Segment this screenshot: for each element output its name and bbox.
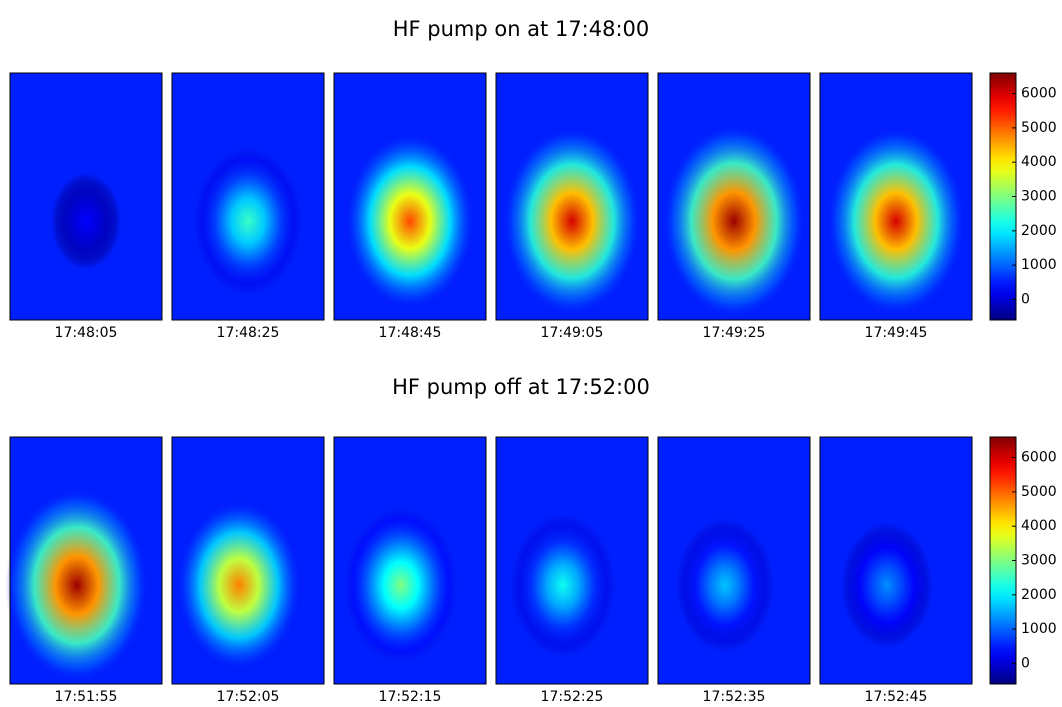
panel-label: 17:49:05 [541, 325, 604, 341]
colorbar-tick-label: 5000 [1021, 484, 1057, 500]
colorbar-tick-label: 0 [1021, 655, 1030, 671]
chart-title: HF pump on at 17:48:00 [393, 17, 650, 41]
panel-label: 17:52:05 [217, 689, 280, 705]
colorbar-tick-label: 1000 [1021, 621, 1057, 637]
intensity-blob [502, 126, 642, 317]
colorbar-tick-label: 6000 [1021, 86, 1057, 102]
panel-frame [9, 436, 163, 685]
intensity-blob [50, 172, 122, 270]
intensity-blob [826, 126, 966, 317]
colorbar-tick-label: 6000 [1021, 450, 1057, 466]
panel-label: 17:52:35 [703, 689, 766, 705]
colorbar [989, 436, 1017, 685]
colorbar [989, 72, 1017, 321]
colorbar-tick-label: 2000 [1021, 587, 1057, 603]
intensity-blob [840, 522, 933, 649]
intensity-blob [343, 130, 477, 313]
panel-label: 17:48:05 [55, 325, 118, 341]
colorbar-tick-label: 4000 [1021, 518, 1057, 534]
colorbar-tick-label: 0 [1021, 291, 1030, 307]
panel-frame [9, 72, 163, 321]
intensity-blob [344, 507, 458, 663]
panel-frame [819, 72, 973, 321]
intensity-blob [193, 147, 303, 295]
panel-frame [333, 72, 487, 321]
colorbar-tick-label: 3000 [1021, 189, 1057, 205]
colorbar-tick-label: 4000 [1021, 154, 1057, 170]
panel-frame [495, 72, 649, 321]
colorbar-tick-label: 2000 [1021, 223, 1057, 239]
panel-label: 17:51:55 [55, 689, 118, 705]
panel-label: 17:48:25 [217, 325, 280, 341]
intensity-blob [510, 513, 616, 657]
panel-frame [657, 436, 811, 685]
panel-label: 17:52:45 [865, 689, 928, 705]
intensity-blob [675, 518, 774, 653]
panel-frame [657, 72, 811, 321]
panel-label: 17:52:25 [541, 689, 604, 705]
colorbar-tick-label: 3000 [1021, 553, 1057, 569]
intensity-blob [662, 124, 806, 319]
panel-frame [819, 436, 973, 685]
panel-frame [495, 436, 649, 685]
intensity-blob [5, 488, 149, 683]
panel-frame [171, 436, 325, 685]
chart-title: HF pump off at 17:52:00 [392, 375, 650, 399]
panel-frame [333, 436, 487, 685]
colorbar-tick-label: 5000 [1021, 120, 1057, 136]
intensity-blob [173, 496, 305, 674]
panel-label: 17:52:15 [379, 689, 442, 705]
colorbar-tick-label: 1000 [1021, 257, 1057, 273]
panel-label: 17:49:45 [865, 325, 928, 341]
panel-frame [171, 72, 325, 321]
panel-label: 17:49:25 [703, 325, 766, 341]
panel-label: 17:48:45 [379, 325, 442, 341]
